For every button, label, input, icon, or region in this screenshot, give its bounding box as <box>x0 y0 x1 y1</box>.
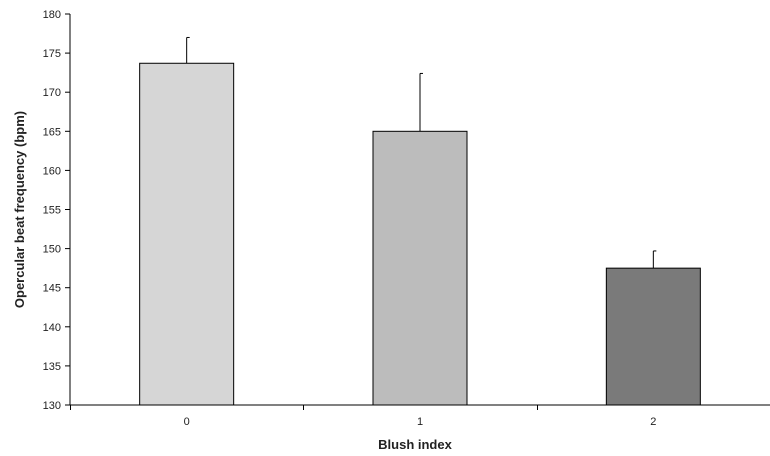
y-axis-title: Opercular beat frequency (bpm) <box>12 111 27 308</box>
x-tick-label: 1 <box>417 416 423 428</box>
y-tick-label: 165 <box>43 126 61 138</box>
x-axis-title: Blush index <box>378 437 452 452</box>
error-bars-group <box>186 36 657 269</box>
y-tick-label: 130 <box>43 400 61 412</box>
y-tick-label: 150 <box>43 244 61 256</box>
y-tick-label: 170 <box>43 87 61 99</box>
bar-0 <box>139 62 235 406</box>
x-tick-label: 2 <box>650 416 656 428</box>
y-ticks-group: 130 135 140 145 150 155 160 165 170 175 180 <box>43 9 70 412</box>
bar-2 <box>605 267 701 406</box>
y-tick-label: 145 <box>43 283 61 295</box>
y-tick-label: 160 <box>43 165 61 177</box>
y-tick-label: 175 <box>43 48 61 60</box>
x-tick-label: 0 <box>184 416 190 428</box>
bar-1 <box>372 130 468 406</box>
y-tick-label: 155 <box>43 205 61 217</box>
x-ticks-group: 0 1 2 <box>70 405 656 428</box>
y-tick-label: 135 <box>43 361 61 373</box>
y-tick-label: 180 <box>43 9 61 21</box>
y-tick-label: 140 <box>43 322 61 334</box>
